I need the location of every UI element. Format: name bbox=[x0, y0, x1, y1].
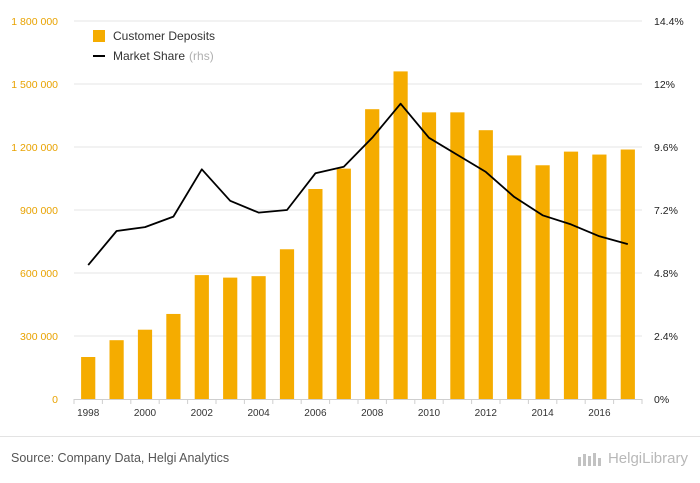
library-icon bbox=[577, 452, 601, 466]
left-tick-label: 900 000 bbox=[20, 205, 58, 217]
source-text: Source: Company Data, Helgi Analytics bbox=[11, 451, 230, 465]
legend-bar-swatch bbox=[93, 30, 105, 42]
x-tick-label: 2014 bbox=[531, 408, 554, 419]
legend-label-market-share: Market Share bbox=[113, 49, 186, 63]
deposit-bar bbox=[535, 165, 550, 399]
left-tick-label: 1 200 000 bbox=[11, 142, 58, 154]
market-share-line bbox=[87, 102, 629, 266]
legend-item-market-share: Market Share (rhs) bbox=[93, 46, 215, 66]
legend-line-swatch bbox=[93, 55, 105, 57]
deposit-bar bbox=[592, 154, 607, 399]
deposit-bar bbox=[81, 357, 96, 399]
deposit-bar bbox=[137, 329, 153, 399]
deposit-bar bbox=[393, 71, 408, 400]
footer-divider bbox=[0, 436, 700, 437]
x-tick-label: 2008 bbox=[361, 408, 384, 419]
right-tick-label: 2.4% bbox=[654, 331, 678, 343]
deposit-bar bbox=[251, 276, 266, 399]
deposit-bar bbox=[563, 151, 579, 399]
deposit-bars bbox=[81, 71, 635, 400]
deposit-bar bbox=[279, 249, 295, 399]
left-tick-label: 300 000 bbox=[20, 331, 58, 343]
right-tick-label: 14.4% bbox=[654, 16, 684, 28]
deposit-bar bbox=[478, 130, 493, 399]
x-tick-label: 1998 bbox=[77, 408, 100, 419]
deposit-bar bbox=[223, 277, 238, 399]
legend: Customer Deposits Market Share (rhs) bbox=[93, 26, 215, 66]
deposit-bar bbox=[166, 313, 181, 399]
market-share-polyline bbox=[87, 102, 629, 266]
x-tick-label: 2012 bbox=[475, 408, 498, 419]
deposit-bar bbox=[365, 109, 380, 399]
legend-rhs-note: (rhs) bbox=[189, 49, 214, 63]
brand-name: HelgiLibrary bbox=[607, 450, 688, 467]
legend-label-customer-deposits: Customer Deposits bbox=[113, 29, 216, 43]
right-tick-label: 4.8% bbox=[654, 268, 678, 280]
chart: 0 300 000 600 000 900 000 1 200 000 1 500 000… bbox=[11, 16, 684, 419]
left-tick-label: 1 800 000 bbox=[11, 16, 58, 28]
brand-logo[interactable]: HelgiLibrary bbox=[577, 450, 688, 467]
x-tick-label: 2006 bbox=[304, 408, 327, 419]
x-tick-label: 2002 bbox=[191, 408, 214, 419]
right-tick-label: 0% bbox=[654, 394, 669, 406]
left-tick-label: 0 bbox=[52, 394, 58, 406]
left-tick-label: 1 500 000 bbox=[11, 79, 58, 91]
x-tick-label: 2000 bbox=[134, 408, 157, 419]
deposit-bar bbox=[450, 112, 465, 399]
deposit-bar bbox=[421, 112, 437, 399]
left-axis: 0 300 000 600 000 900 000 1 200 000 1 500 000… bbox=[11, 16, 58, 406]
deposit-bar bbox=[336, 168, 351, 399]
x-tick-label: 2004 bbox=[247, 408, 270, 419]
deposit-bar bbox=[507, 155, 522, 399]
deposit-bar bbox=[194, 275, 209, 399]
deposit-bar bbox=[109, 340, 124, 399]
x-tick-label: 2016 bbox=[588, 408, 611, 419]
right-axis: 0% 2.4% 4.8% 7.2% 9.6% 12% 14.4% bbox=[654, 16, 684, 406]
deposit-bar bbox=[308, 189, 323, 399]
legend-item-customer-deposits: Customer Deposits bbox=[93, 26, 215, 46]
right-tick-label: 9.6% bbox=[654, 142, 678, 154]
deposit-bar bbox=[620, 149, 635, 399]
x-tick-label: 2010 bbox=[418, 408, 441, 419]
right-tick-label: 7.2% bbox=[654, 205, 678, 217]
grid-lines bbox=[74, 20, 642, 337]
right-tick-label: 12% bbox=[654, 79, 675, 91]
left-tick-label: 600 000 bbox=[20, 268, 58, 280]
x-axis: 1998 2000 2002 2004 2006 2008 2010 2012 2014 2016 bbox=[73, 399, 643, 419]
